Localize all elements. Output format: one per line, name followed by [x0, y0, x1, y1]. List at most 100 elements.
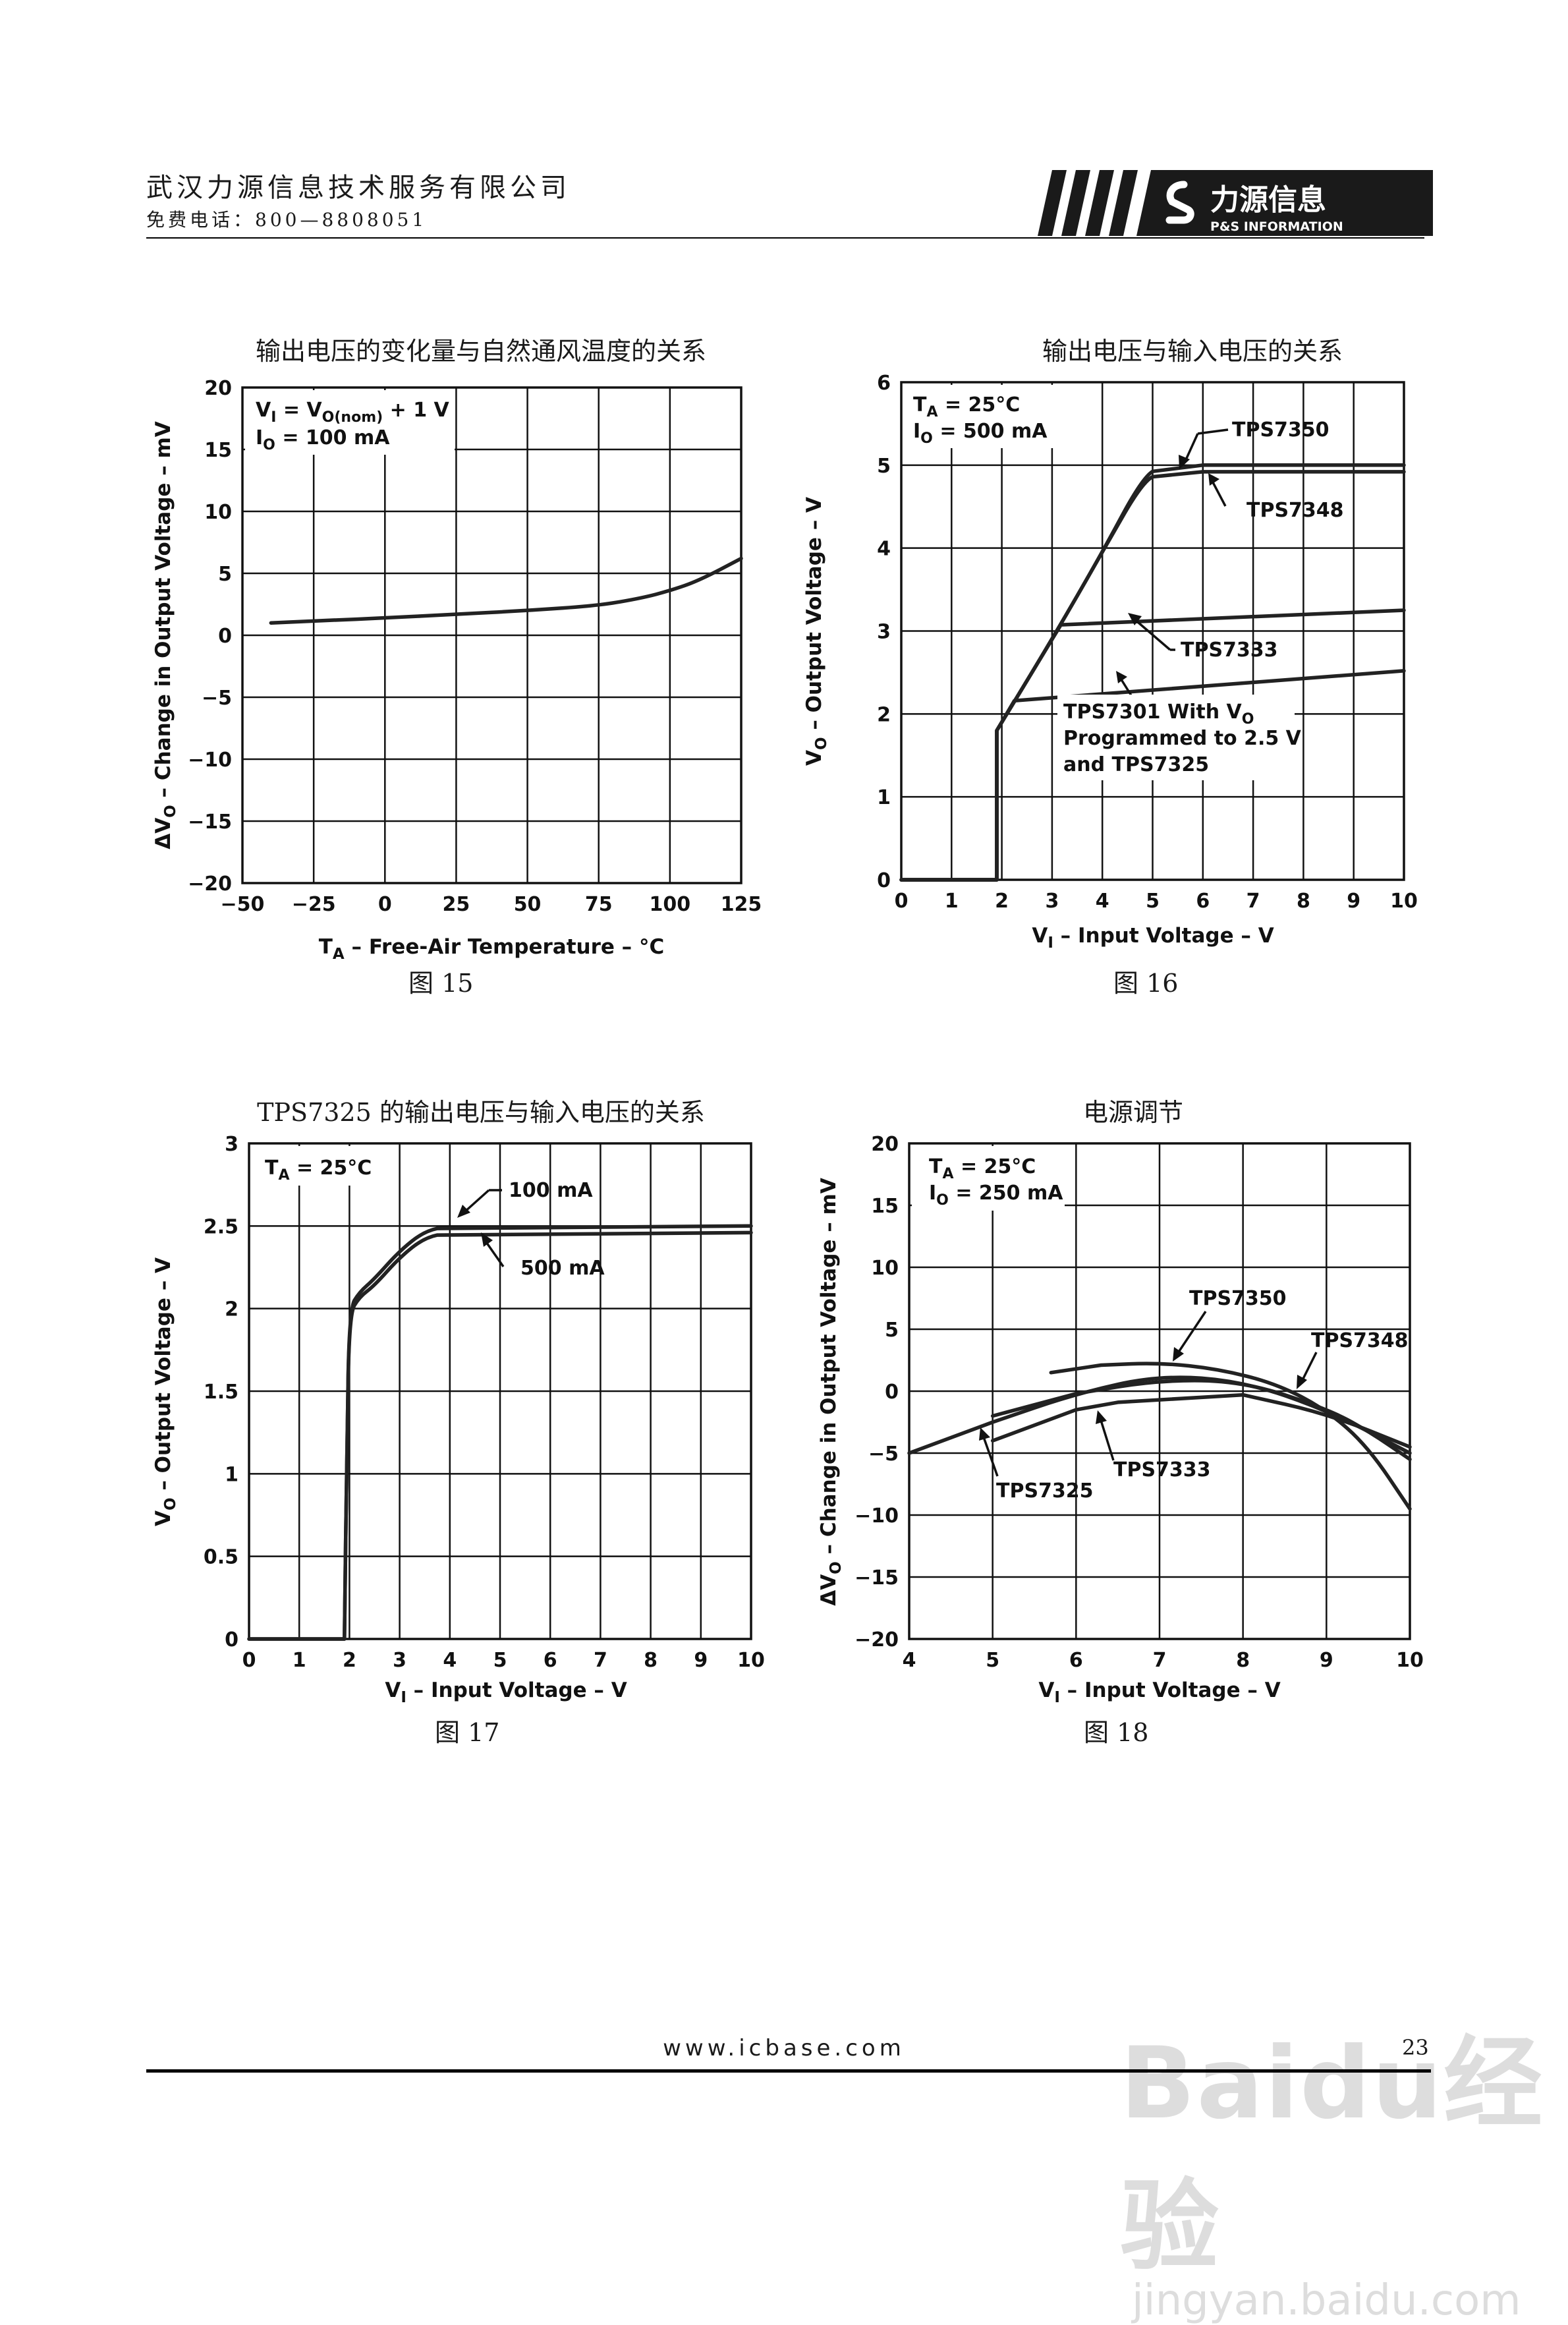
- header-company-name: 武汉力源信息技术服务有限公司: [146, 173, 571, 203]
- fig16-ytick-label-2: 2: [877, 703, 891, 726]
- fig15-ytick-label-7: 15: [204, 439, 232, 462]
- watermark-sub: jingyan.baidu.com: [1132, 2276, 1521, 2325]
- page-number: 23: [1402, 2035, 1429, 2060]
- fig18-label-tps7333: TPS7333: [1113, 1458, 1211, 1481]
- fig17-plot-frame: [248, 1142, 752, 1640]
- fig16-xtick-label-10: 10: [1390, 890, 1418, 913]
- fig16-ylabel: VO – Output Voltage – V: [802, 497, 830, 766]
- fig18-ytick-label-5: 5: [885, 1319, 899, 1342]
- fig17-xlabel: VI – Input Voltage – V: [385, 1679, 627, 1706]
- header-rule: [146, 237, 1424, 239]
- fig18-label-tps7350: TPS7350: [1189, 1287, 1287, 1310]
- fig16-xtick-label-7: 7: [1246, 890, 1260, 913]
- fig15-ytick-label-0: −20: [188, 873, 232, 896]
- fig16-label-tps7333: TPS7333: [1181, 639, 1278, 662]
- fig15-ytick-label-8: 20: [204, 377, 232, 400]
- fig18-label-tps7348: TPS7348: [1311, 1329, 1409, 1352]
- fig18-xtick-label-4: 8: [1236, 1649, 1250, 1672]
- footer-url: www.icbase.com: [663, 2035, 905, 2061]
- chart-title-fig15: 输出电压的变化量与自然通风温度的关系: [255, 337, 706, 366]
- fig18-xtick-label-3: 7: [1153, 1649, 1167, 1672]
- fig18-ytick-label-8: 20: [871, 1133, 899, 1156]
- fig15-xtick-label-0: −50: [221, 893, 265, 916]
- fig17-series-500-ma: [247, 1230, 753, 1641]
- fig17-label-500ma: 500 mA: [520, 1257, 605, 1280]
- fig18-xtick-label-0: 4: [903, 1649, 916, 1672]
- fig17-ytick-label-5: 2.5: [204, 1215, 238, 1238]
- fig18-ytick-label-1: −15: [854, 1566, 899, 1590]
- fig17-xtick-label-1: 1: [293, 1649, 306, 1672]
- fig16-xlabel: VI – Input Voltage – V: [1032, 924, 1274, 952]
- fig17-ylabel: VO – Output Voltage – V: [152, 1257, 179, 1526]
- fig16-label-tps7301-line1: TPS7301 With VO: [1063, 701, 1254, 728]
- fig15-xtick-label-1: −25: [292, 893, 336, 916]
- fig17-xtick-label-7: 7: [594, 1649, 607, 1672]
- fig17-xtick-label-0: 0: [242, 1649, 256, 1672]
- fig18-plot-frame: [908, 1142, 1411, 1640]
- fig16-xtick-label-9: 9: [1347, 890, 1360, 913]
- fig15-series-vo: [269, 556, 743, 625]
- fig15-annot-io: IO = 100 mA: [256, 426, 390, 453]
- fig15-ytick-label-6: 10: [204, 501, 232, 524]
- fig15-ytick-label-5: 5: [218, 563, 232, 586]
- fig16-xtick-label-3: 3: [1045, 890, 1059, 913]
- fig17-ytick-label-0: 0: [225, 1628, 238, 1651]
- figure-caption-17: 图 17: [435, 1718, 500, 1747]
- fig17-annot-ta: TA = 25°C: [265, 1157, 372, 1184]
- fig18-xtick-label-6: 10: [1396, 1649, 1424, 1672]
- logo-mark-icon: [1165, 181, 1194, 224]
- fig16-plot-frame: [900, 381, 1405, 881]
- fig18-xlabel: VI – Input Voltage – V: [1038, 1679, 1280, 1706]
- fig18-xtick-label-1: 5: [986, 1649, 999, 1672]
- fig16-xtick-label-4: 4: [1096, 890, 1109, 913]
- fig16-ytick-label-3: 3: [877, 621, 891, 644]
- fig16-series-tps7301-with-vo-programm: [899, 669, 1406, 882]
- fig18-series-tps7350: [1049, 1362, 1412, 1511]
- header-phone: 免费电话：800—8808051: [146, 209, 428, 231]
- chart-title-fig18: 电源调节: [1082, 1098, 1183, 1127]
- fig16-ytick-label-4: 4: [877, 538, 891, 561]
- chart-title-fig16: 输出电压与输入电压的关系: [1042, 337, 1343, 366]
- fig18-ytick-label-0: −20: [854, 1628, 899, 1651]
- company-logo: 力源信息 P&S INFORMATION: [1038, 170, 1433, 236]
- fig18-series-tps7325: [907, 1375, 1412, 1455]
- fig17-xtick-label-8: 8: [644, 1649, 658, 1672]
- fig17-xtick-label-4: 4: [443, 1649, 457, 1672]
- fig17-xtick-label-6: 6: [544, 1649, 557, 1672]
- fig15-ylabel: ΔVO – Change in Output Voltage – mV: [152, 421, 179, 849]
- fig15-xlabel: TA – Free-Air Temperature – °C: [319, 935, 664, 963]
- fig16-ytick-label-0: 0: [877, 869, 891, 892]
- fig17-xtick-label-5: 5: [493, 1649, 507, 1672]
- fig15-xtick-label-7: 125: [721, 893, 762, 916]
- fig15-ytick-label-4: 0: [218, 625, 232, 648]
- fig18-ytick-label-6: 10: [871, 1257, 899, 1280]
- fig16-ytick-label-5: 5: [877, 455, 891, 478]
- fig16-xtick-label-5: 5: [1146, 890, 1160, 913]
- fig17-xtick-label-2: 2: [343, 1649, 356, 1672]
- fig18-ytick-label-4: 0: [885, 1381, 899, 1404]
- figure-caption-16: 图 16: [1113, 969, 1179, 998]
- fig17-label-100ma: 100 mA: [509, 1179, 593, 1202]
- figure-caption-15: 图 15: [408, 969, 474, 998]
- fig16-xtick-label-8: 8: [1297, 890, 1310, 913]
- fig16-ytick-label-6: 6: [877, 372, 891, 395]
- fig16-label-tps7301-line2: Programmed to 2.5 V: [1063, 727, 1302, 750]
- fig17-ytick-label-2: 1: [225, 1463, 238, 1486]
- fig16-xtick-label-1: 1: [945, 890, 959, 913]
- fig15-plot-frame: [241, 386, 742, 884]
- fig18-xtick-label-2: 6: [1069, 1649, 1083, 1672]
- fig16-label-tps7301-line3: and TPS7325: [1063, 753, 1209, 776]
- chart-title-fig17: TPS7325 的输出电压与输入电压的关系: [257, 1098, 705, 1127]
- fig15-xtick-label-4: 50: [514, 893, 542, 916]
- fig18-ylabel: ΔVO – Change in Output Voltage – mV: [817, 1178, 845, 1606]
- fig15-ytick-label-2: −10: [188, 749, 232, 772]
- chart-fig17: 0 1 2 3 4 5 6 7 8 9 10 0 0.5 1 1.5 2 2.5 3 TA = 25°C 100 …: [152, 1133, 765, 1706]
- fig18-xtick-label-5: 9: [1320, 1649, 1333, 1672]
- fig15-xtick-label-5: 75: [585, 893, 613, 916]
- fig16-xtick-label-6: 6: [1196, 890, 1210, 913]
- fig16-label-tps7350: TPS7350: [1232, 418, 1330, 442]
